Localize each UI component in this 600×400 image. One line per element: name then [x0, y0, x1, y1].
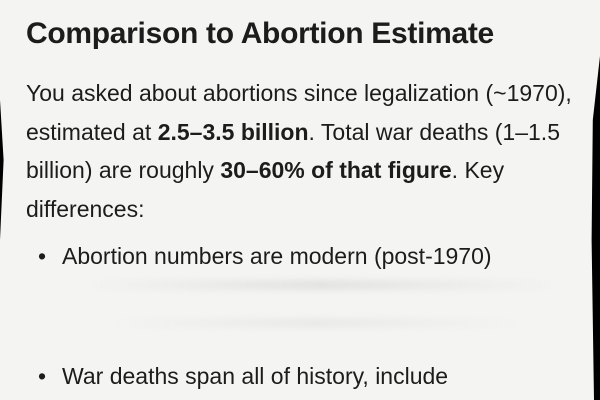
blur-artifact: [86, 280, 556, 290]
blur-artifact: [106, 318, 526, 328]
paragraph-text-3: . Key differences:: [26, 157, 505, 222]
bullet-marker: •: [38, 243, 47, 269]
paragraph-text-2: . Total war deaths (1–1.5 billion) are r…: [26, 118, 560, 184]
bullet-text: War deaths span all of history, include: [62, 363, 449, 389]
bullet-marker: •: [38, 363, 47, 389]
paragraph-bold-1: 2.5–3.5 billion: [157, 118, 309, 145]
message-paragraph: You asked about abortions since legaliza…: [26, 74, 586, 228]
section-heading: Comparison to Abortion Estimate: [26, 17, 494, 50]
paragraph-text-1: You asked about abortions since legaliza…: [26, 80, 572, 145]
bullet-text: Abortion numbers are modern (post-1970): [62, 243, 492, 269]
paragraph-bold-2: 30–60% of that figure: [220, 157, 452, 183]
